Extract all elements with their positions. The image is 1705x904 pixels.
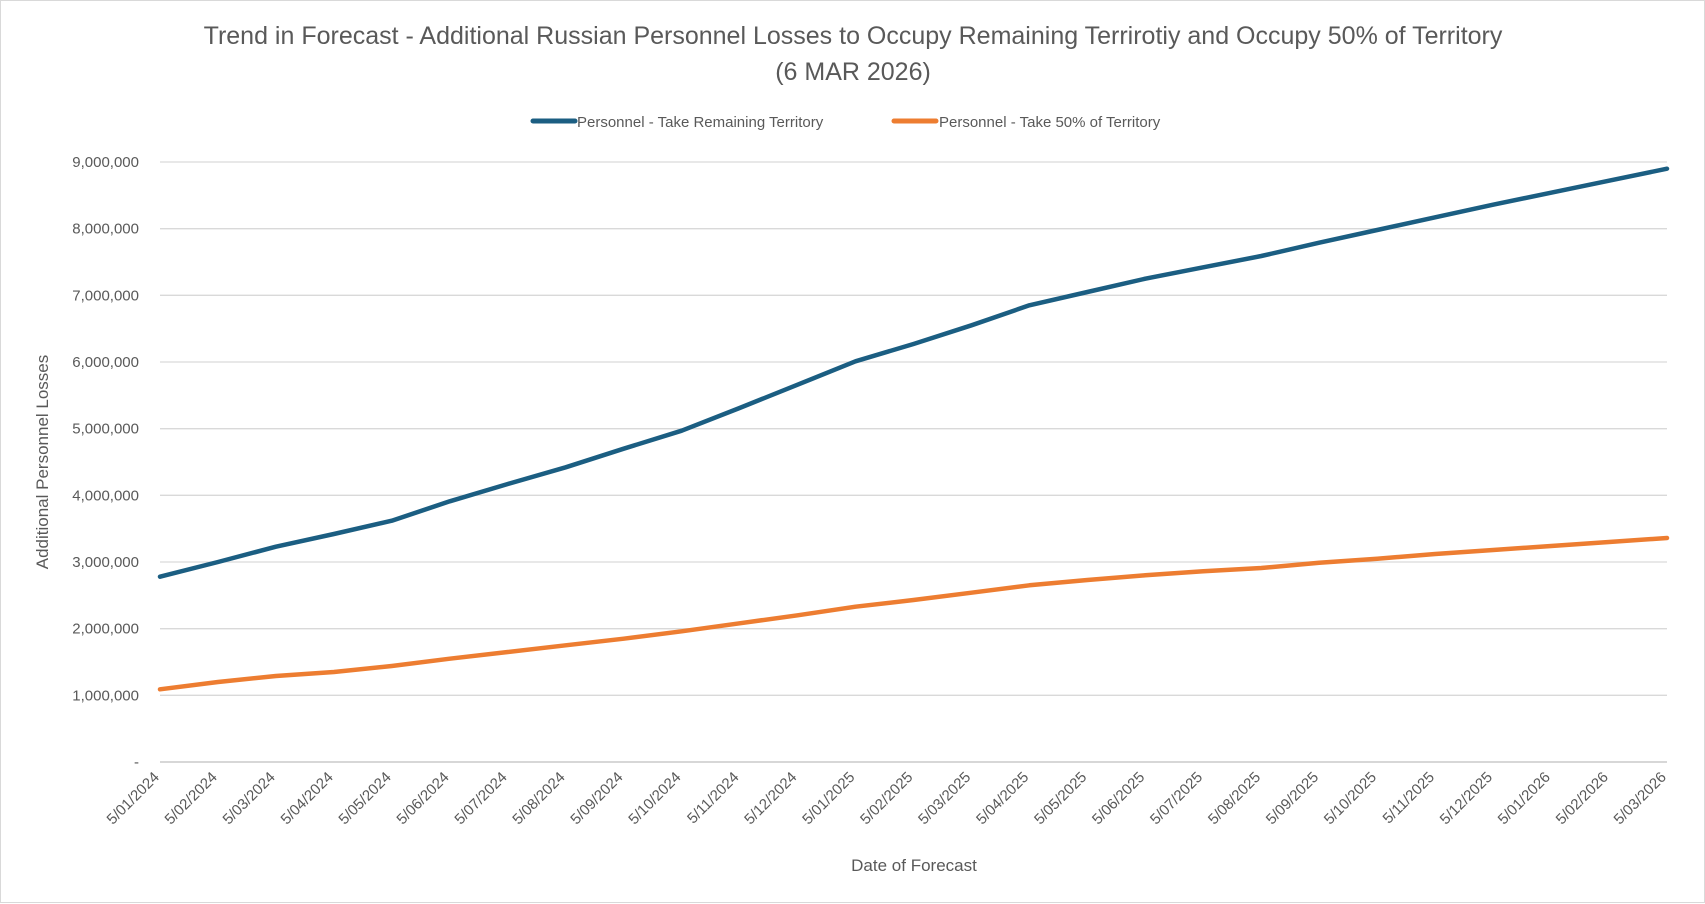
x-tick-label: 5/09/2025 <box>1263 769 1322 828</box>
y-axis-tick-labels: - 1,000,000 2,000,000 3,000,000 4,000,000 5,0… <box>72 154 139 771</box>
x-tick-label: 5/02/2026 <box>1553 769 1612 828</box>
x-tick-label: 5/09/2024 <box>567 769 626 828</box>
legend: Personnel - Take Remaining Territory Per… <box>530 114 1161 131</box>
y-tick-label: 4,000,000 <box>72 487 139 504</box>
x-tick-label: 5/06/2025 <box>1089 769 1148 828</box>
x-tick-label: 5/07/2025 <box>1147 769 1206 828</box>
x-tick-label: 5/07/2024 <box>451 769 510 828</box>
x-tick-label: 5/10/2025 <box>1321 769 1380 828</box>
x-tick-label: 5/12/2025 <box>1437 769 1496 828</box>
y-tick-label: 3,000,000 <box>72 554 139 571</box>
x-tick-label: 5/01/2026 <box>1495 769 1554 828</box>
x-tick-label: 5/06/2024 <box>393 769 452 828</box>
x-tick-label: 5/02/2025 <box>857 769 916 828</box>
x-tick-label: 5/04/2025 <box>973 769 1032 828</box>
y-tick-label: 7,000,000 <box>72 287 139 304</box>
x-axis-tick-labels: 5/01/20245/02/20245/03/20245/04/20245/05… <box>104 769 1670 828</box>
chart-title: Trend in Forecast - Additional Russian P… <box>204 22 1503 50</box>
y-tick-label: 9,000,000 <box>72 154 139 171</box>
x-axis-title: Date of Forecast <box>851 856 977 875</box>
series-line-fifty-percent-territory <box>157 535 1670 692</box>
x-tick-label: 5/08/2024 <box>509 769 568 828</box>
x-tick-label: 5/02/2024 <box>162 769 221 828</box>
x-tick-label: 5/11/2024 <box>684 769 742 827</box>
y-tick-label: 5,000,000 <box>72 421 139 438</box>
chart-subtitle: (6 MAR 2026) <box>775 58 931 86</box>
x-tick-label: 5/08/2025 <box>1205 769 1264 828</box>
x-tick-label: 5/11/2025 <box>1380 769 1438 827</box>
legend-label-remaining: Personnel - Take Remaining Territory <box>577 114 824 131</box>
x-tick-label: 5/03/2026 <box>1611 769 1670 828</box>
x-tick-label: 5/12/2024 <box>741 769 800 828</box>
y-tick-label: 1,000,000 <box>72 687 139 704</box>
x-tick-label: 5/05/2024 <box>335 769 394 828</box>
y-tick-label: - <box>134 754 139 771</box>
series-lines <box>157 166 1670 692</box>
x-tick-label: 5/03/2024 <box>220 769 279 828</box>
x-tick-label: 5/04/2024 <box>278 769 337 828</box>
x-tick-label: 5/10/2024 <box>625 769 684 828</box>
x-tick-label: 5/03/2025 <box>915 769 974 828</box>
legend-label-fifty-percent: Personnel - Take 50% of Territory <box>939 114 1161 131</box>
x-tick-label: 5/05/2025 <box>1031 769 1090 828</box>
y-tick-label: 2,000,000 <box>72 621 139 638</box>
y-tick-label: 6,000,000 <box>72 354 139 371</box>
x-tick-label: 5/01/2025 <box>799 769 858 828</box>
gridlines <box>160 161 1667 763</box>
series-line-remaining-territory <box>157 166 1670 579</box>
y-tick-label: 8,000,000 <box>72 221 139 238</box>
y-axis-title: Additional Personnel Losses <box>33 355 52 570</box>
x-tick-label: 5/01/2024 <box>104 769 163 828</box>
